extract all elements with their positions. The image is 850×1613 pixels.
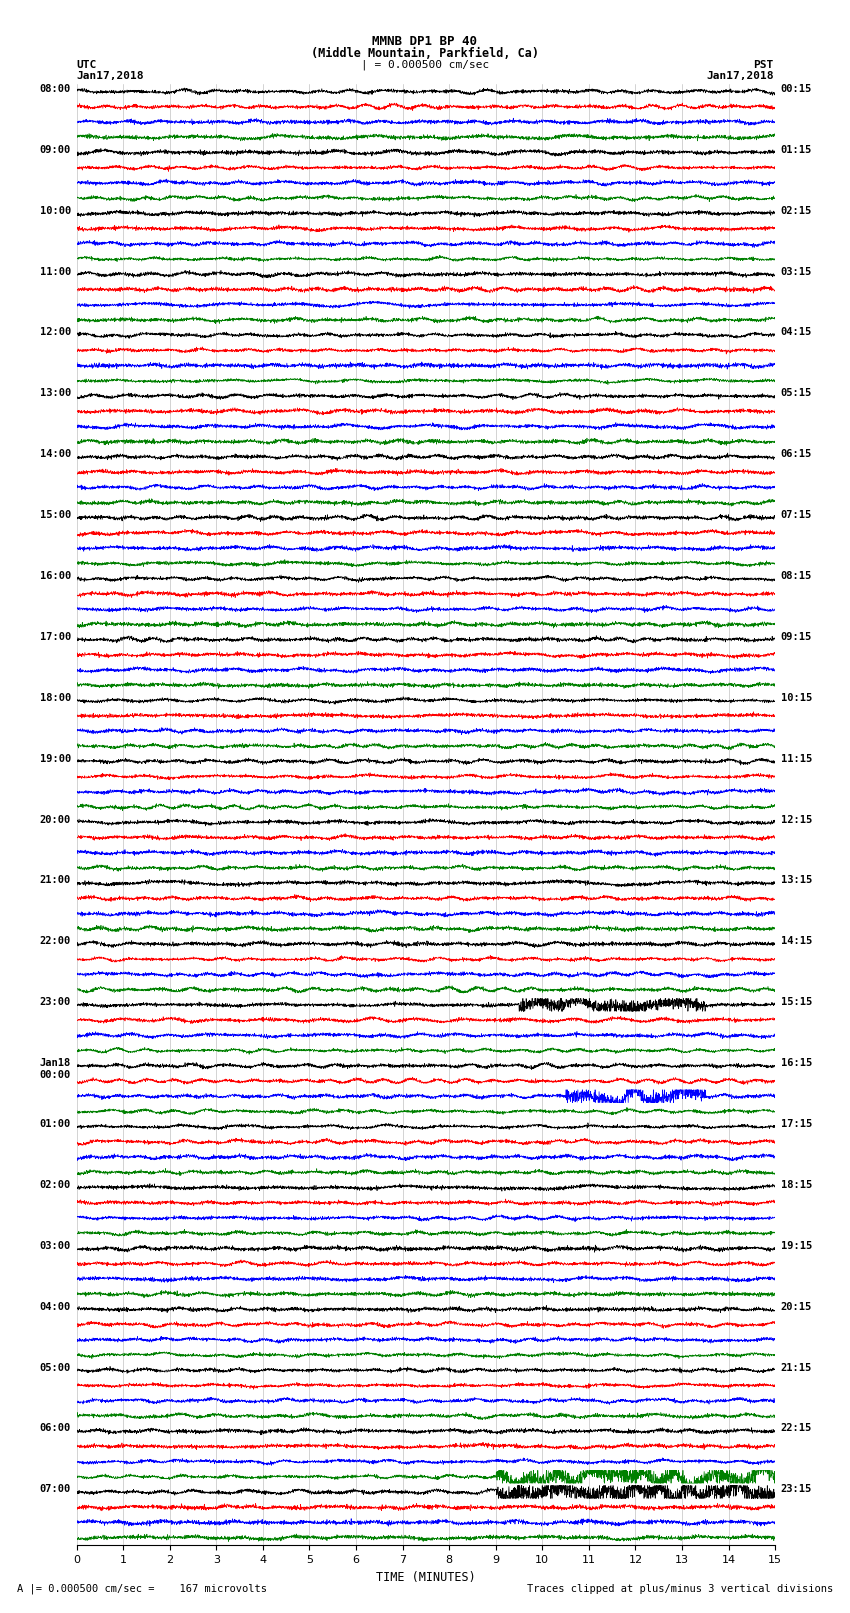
Text: 03:15: 03:15 (781, 266, 812, 276)
Text: 13:15: 13:15 (781, 876, 812, 886)
Text: 00:15: 00:15 (781, 84, 812, 94)
Text: 07:00: 07:00 (40, 1484, 71, 1494)
Text: 07:15: 07:15 (781, 510, 812, 519)
Text: 12:00: 12:00 (40, 327, 71, 337)
Text: 19:00: 19:00 (40, 753, 71, 763)
Text: Traces clipped at plus/minus 3 vertical divisions: Traces clipped at plus/minus 3 vertical … (527, 1584, 833, 1594)
Text: 19:15: 19:15 (781, 1240, 812, 1250)
Text: 13:00: 13:00 (40, 389, 71, 398)
Text: 22:00: 22:00 (40, 936, 71, 947)
Text: 08:15: 08:15 (781, 571, 812, 581)
Text: 05:00: 05:00 (40, 1363, 71, 1373)
Text: 17:00: 17:00 (40, 632, 71, 642)
Text: | = 0.000500 cm/sec: | = 0.000500 cm/sec (361, 60, 489, 71)
Text: 20:15: 20:15 (781, 1302, 812, 1311)
Text: 23:15: 23:15 (781, 1484, 812, 1494)
Text: 11:15: 11:15 (781, 753, 812, 763)
Text: 06:15: 06:15 (781, 448, 812, 460)
Text: 04:00: 04:00 (40, 1302, 71, 1311)
Text: 15:00: 15:00 (40, 510, 71, 519)
Text: 22:15: 22:15 (781, 1424, 812, 1434)
Text: 11:00: 11:00 (40, 266, 71, 276)
Text: 18:15: 18:15 (781, 1181, 812, 1190)
Text: 18:00: 18:00 (40, 694, 71, 703)
Text: 10:00: 10:00 (40, 206, 71, 216)
Text: 01:15: 01:15 (781, 145, 812, 155)
Text: 02:00: 02:00 (40, 1181, 71, 1190)
Text: 08:00: 08:00 (40, 84, 71, 94)
Text: 09:15: 09:15 (781, 632, 812, 642)
Text: 06:00: 06:00 (40, 1424, 71, 1434)
Text: UTC: UTC (76, 60, 97, 69)
Text: Jan17,2018: Jan17,2018 (76, 71, 144, 81)
Text: MMNB DP1 BP 40: MMNB DP1 BP 40 (372, 35, 478, 48)
Text: PST: PST (753, 60, 774, 69)
Text: 15:15: 15:15 (781, 997, 812, 1007)
Text: 02:15: 02:15 (781, 206, 812, 216)
Text: 01:00: 01:00 (40, 1119, 71, 1129)
Text: 09:00: 09:00 (40, 145, 71, 155)
Text: Jan18
00:00: Jan18 00:00 (40, 1058, 71, 1079)
Text: 17:15: 17:15 (781, 1119, 812, 1129)
Text: 21:15: 21:15 (781, 1363, 812, 1373)
Text: 04:15: 04:15 (781, 327, 812, 337)
Text: 14:00: 14:00 (40, 448, 71, 460)
Text: 16:15: 16:15 (781, 1058, 812, 1068)
Text: 10:15: 10:15 (781, 694, 812, 703)
Text: 14:15: 14:15 (781, 936, 812, 947)
Text: Jan17,2018: Jan17,2018 (706, 71, 774, 81)
X-axis label: TIME (MINUTES): TIME (MINUTES) (376, 1571, 476, 1584)
Text: 05:15: 05:15 (781, 389, 812, 398)
Text: 23:00: 23:00 (40, 997, 71, 1007)
Text: 16:00: 16:00 (40, 571, 71, 581)
Text: A |= 0.000500 cm/sec =    167 microvolts: A |= 0.000500 cm/sec = 167 microvolts (17, 1582, 267, 1594)
Text: 20:00: 20:00 (40, 815, 71, 824)
Text: 12:15: 12:15 (781, 815, 812, 824)
Text: (Middle Mountain, Parkfield, Ca): (Middle Mountain, Parkfield, Ca) (311, 47, 539, 60)
Text: 21:00: 21:00 (40, 876, 71, 886)
Text: 03:00: 03:00 (40, 1240, 71, 1250)
